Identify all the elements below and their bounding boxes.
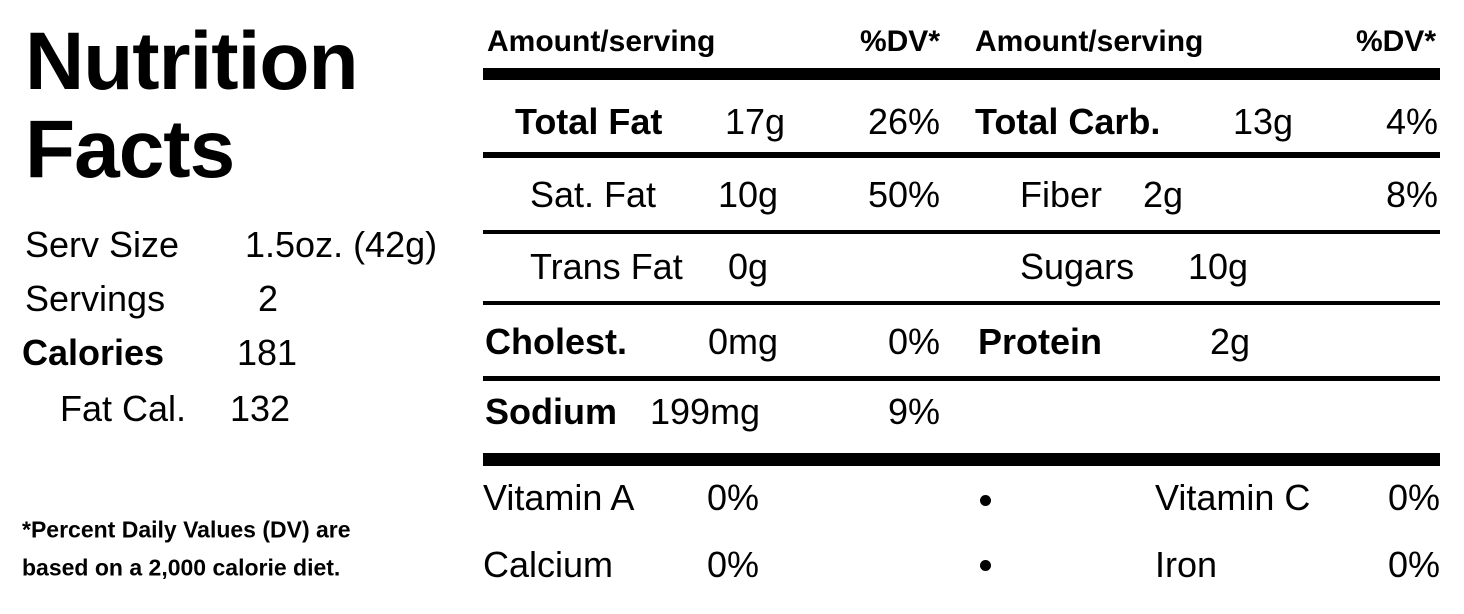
nutrient-amount: 2g	[1210, 321, 1251, 362]
nutrient-amount: 2g	[1143, 174, 1184, 215]
title: Nutrition	[25, 16, 359, 107]
summary-value: 2	[258, 278, 279, 319]
title: Facts	[25, 104, 235, 195]
nutrient-amount: 17g	[725, 101, 786, 142]
nutrient-name: Sugars	[1020, 246, 1135, 287]
summary-label: Serv Size	[25, 224, 180, 265]
nutrient-dv: 0%	[887, 321, 940, 362]
nutrient-dv: 50%	[867, 174, 940, 215]
summary-value: 1.5oz. (42g)	[245, 224, 438, 265]
summary-label: Fat Cal.	[60, 388, 187, 429]
rule	[483, 68, 1440, 80]
nutrient-name: Cholest.	[485, 321, 628, 362]
nutrient-name: Sat. Fat	[530, 174, 657, 215]
vitamin-name: Vitamin C	[1155, 477, 1311, 518]
footnote: based on a 2,000 calorie diet.	[22, 554, 341, 581]
nutrient-dv: 9%	[887, 391, 940, 432]
rule	[483, 301, 1440, 305]
rule	[483, 376, 1440, 381]
header-cell: Amount/serving	[975, 25, 1204, 58]
nutrient-dv: 8%	[1385, 174, 1438, 215]
nutrient-name: Sodium	[485, 391, 617, 432]
rule	[483, 152, 1440, 158]
vitamin-dv: 0%	[1387, 544, 1440, 585]
footnote: *Percent Daily Values (DV) are	[22, 516, 351, 543]
nutrient-name: Total Carb.	[975, 101, 1161, 142]
nutrient-dv: 26%	[867, 101, 940, 142]
nutrient-amount: 199mg	[650, 391, 761, 432]
summary-label: Servings	[25, 278, 166, 319]
bullet	[980, 560, 991, 571]
nutrient-name: Trans Fat	[530, 246, 683, 287]
nutrient-dv: 4%	[1385, 101, 1438, 142]
bullet	[980, 495, 991, 506]
vitamin-dv: 0%	[707, 477, 760, 518]
nutrient-amount: 10g	[1188, 246, 1249, 287]
summary-value: 132	[230, 388, 291, 429]
vitamin-dv: 0%	[1387, 477, 1440, 518]
nutrient-name: Total Fat	[515, 101, 663, 142]
vitamin-name: Calcium	[483, 544, 614, 585]
header-cell: %DV*	[859, 25, 940, 58]
rule	[483, 230, 1440, 234]
summary-value: 181	[237, 332, 298, 373]
nutrient-amount: 0mg	[708, 321, 779, 362]
nutrient-amount: 13g	[1233, 101, 1294, 142]
vitamin-name: Vitamin A	[483, 477, 635, 518]
nutrient-amount: 10g	[718, 174, 779, 215]
nutrient-amount: 0g	[728, 246, 769, 287]
nutrient-name: Protein	[978, 321, 1103, 362]
summary-label: Calories	[22, 332, 165, 373]
nutrient-name: Fiber	[1020, 174, 1103, 215]
rule	[483, 453, 1440, 466]
vitamin-name: Iron	[1155, 544, 1218, 585]
header-cell: Amount/serving	[487, 25, 716, 58]
header-cell: %DV*	[1355, 25, 1436, 58]
vitamin-dv: 0%	[707, 544, 760, 585]
